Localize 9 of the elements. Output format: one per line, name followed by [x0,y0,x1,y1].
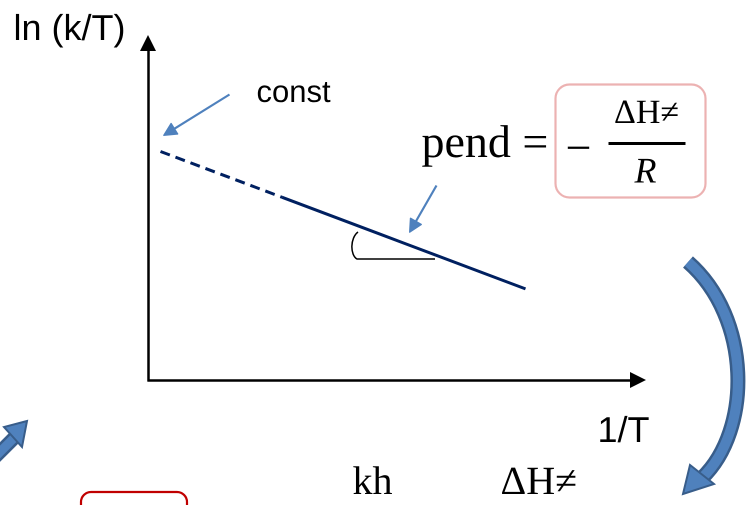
y-axis-title: ln (k/T) [14,7,126,48]
x-axis-title: 1/T [597,409,650,450]
text: ΔH≠ [614,94,680,131]
text: R [634,150,657,190]
text: const [256,74,331,109]
text: kh [352,458,392,503]
annotation: pend = [422,116,548,167]
annotation: − [566,122,592,173]
text: ΔH≠ [500,458,578,503]
